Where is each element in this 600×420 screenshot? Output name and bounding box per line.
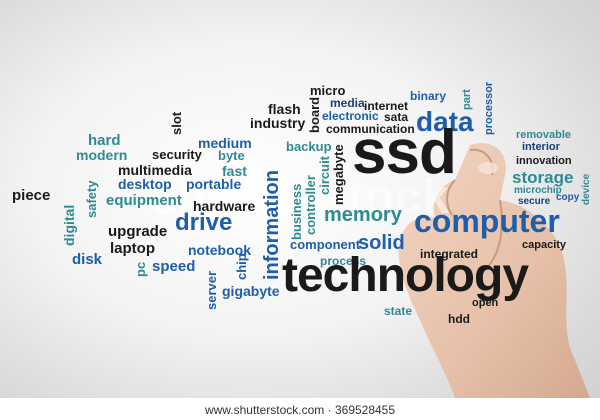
word-notebook: notebook xyxy=(188,242,251,258)
word-copy: copy xyxy=(556,192,580,203)
word-laptop: laptop xyxy=(110,240,155,257)
word-hdd: hdd xyxy=(448,312,470,326)
word-internet: internet xyxy=(364,99,409,113)
word-process: process xyxy=(320,254,367,268)
word-drive: drive xyxy=(175,209,233,236)
word-storage: storage xyxy=(512,168,574,187)
word-technology: technology xyxy=(282,249,529,302)
word-data: data xyxy=(416,106,474,137)
word-upgrade: upgrade xyxy=(108,223,168,240)
word-fast: fast xyxy=(222,163,247,179)
word-megabyte: megabyte xyxy=(331,144,346,205)
credit-bar xyxy=(0,398,600,420)
word-piece: piece xyxy=(12,187,51,204)
word-speed: speed xyxy=(152,258,196,275)
word-slot: slot xyxy=(169,111,184,135)
word-medium: medium xyxy=(198,135,252,151)
word-portable: portable xyxy=(186,176,242,192)
word-microchip: microchip xyxy=(514,185,562,196)
word-electronic: electronic xyxy=(322,109,379,123)
word-board: board xyxy=(307,96,322,133)
word-server: server xyxy=(204,270,219,310)
word-sata: sata xyxy=(384,110,409,124)
word-hard: hard xyxy=(88,132,121,149)
word-controller: controller xyxy=(303,175,318,235)
word-interior: interior xyxy=(522,141,560,153)
word-pc: pc xyxy=(133,261,148,277)
word-flash: flash xyxy=(268,101,301,117)
credit-text: www.shutterstock.com · 369528455 xyxy=(204,403,396,417)
word-device: device xyxy=(581,173,592,205)
word-solid: solid xyxy=(358,232,405,254)
word-chip: chip xyxy=(234,253,249,280)
word-hardware: hardware xyxy=(193,198,256,214)
word-processor: processor xyxy=(483,81,495,135)
word-equipment: equipment xyxy=(106,192,182,209)
word-circuit: circuit xyxy=(317,155,332,195)
word-computer: computer xyxy=(414,203,560,239)
word-digital: digital xyxy=(61,204,77,246)
word-backup: backup xyxy=(286,139,332,154)
word-byte: byte xyxy=(218,148,245,163)
word-binary: binary xyxy=(410,89,447,103)
word-memory: memory xyxy=(324,204,402,226)
word-gigabyte: gigabyte xyxy=(222,283,280,299)
word-capacity: capacity xyxy=(522,239,567,251)
word-information: information xyxy=(261,170,283,280)
word-business: business xyxy=(289,183,304,240)
word-micro: micro xyxy=(310,83,346,98)
word-innovation: innovation xyxy=(516,155,572,167)
word-security: security xyxy=(152,147,202,162)
word-modern: modern xyxy=(76,147,128,163)
word-integrated: integrated xyxy=(420,247,479,261)
word-communication: communication xyxy=(326,122,415,136)
word-industry: industry xyxy=(250,115,306,131)
word-state: state xyxy=(384,304,413,318)
word-component: component xyxy=(290,237,361,252)
word-disk: disk xyxy=(72,251,103,268)
watermark-text: shutterstock xyxy=(150,171,451,224)
word-ssd: ssd xyxy=(352,118,457,187)
word-desktop: desktop xyxy=(118,176,172,192)
word-open: open xyxy=(472,297,499,309)
word-safety: safety xyxy=(84,180,99,218)
word-multimedia: multimedia xyxy=(118,162,192,178)
word-removable: removable xyxy=(516,129,572,141)
word-media: media xyxy=(330,96,365,110)
word-secure: secure xyxy=(518,196,551,207)
